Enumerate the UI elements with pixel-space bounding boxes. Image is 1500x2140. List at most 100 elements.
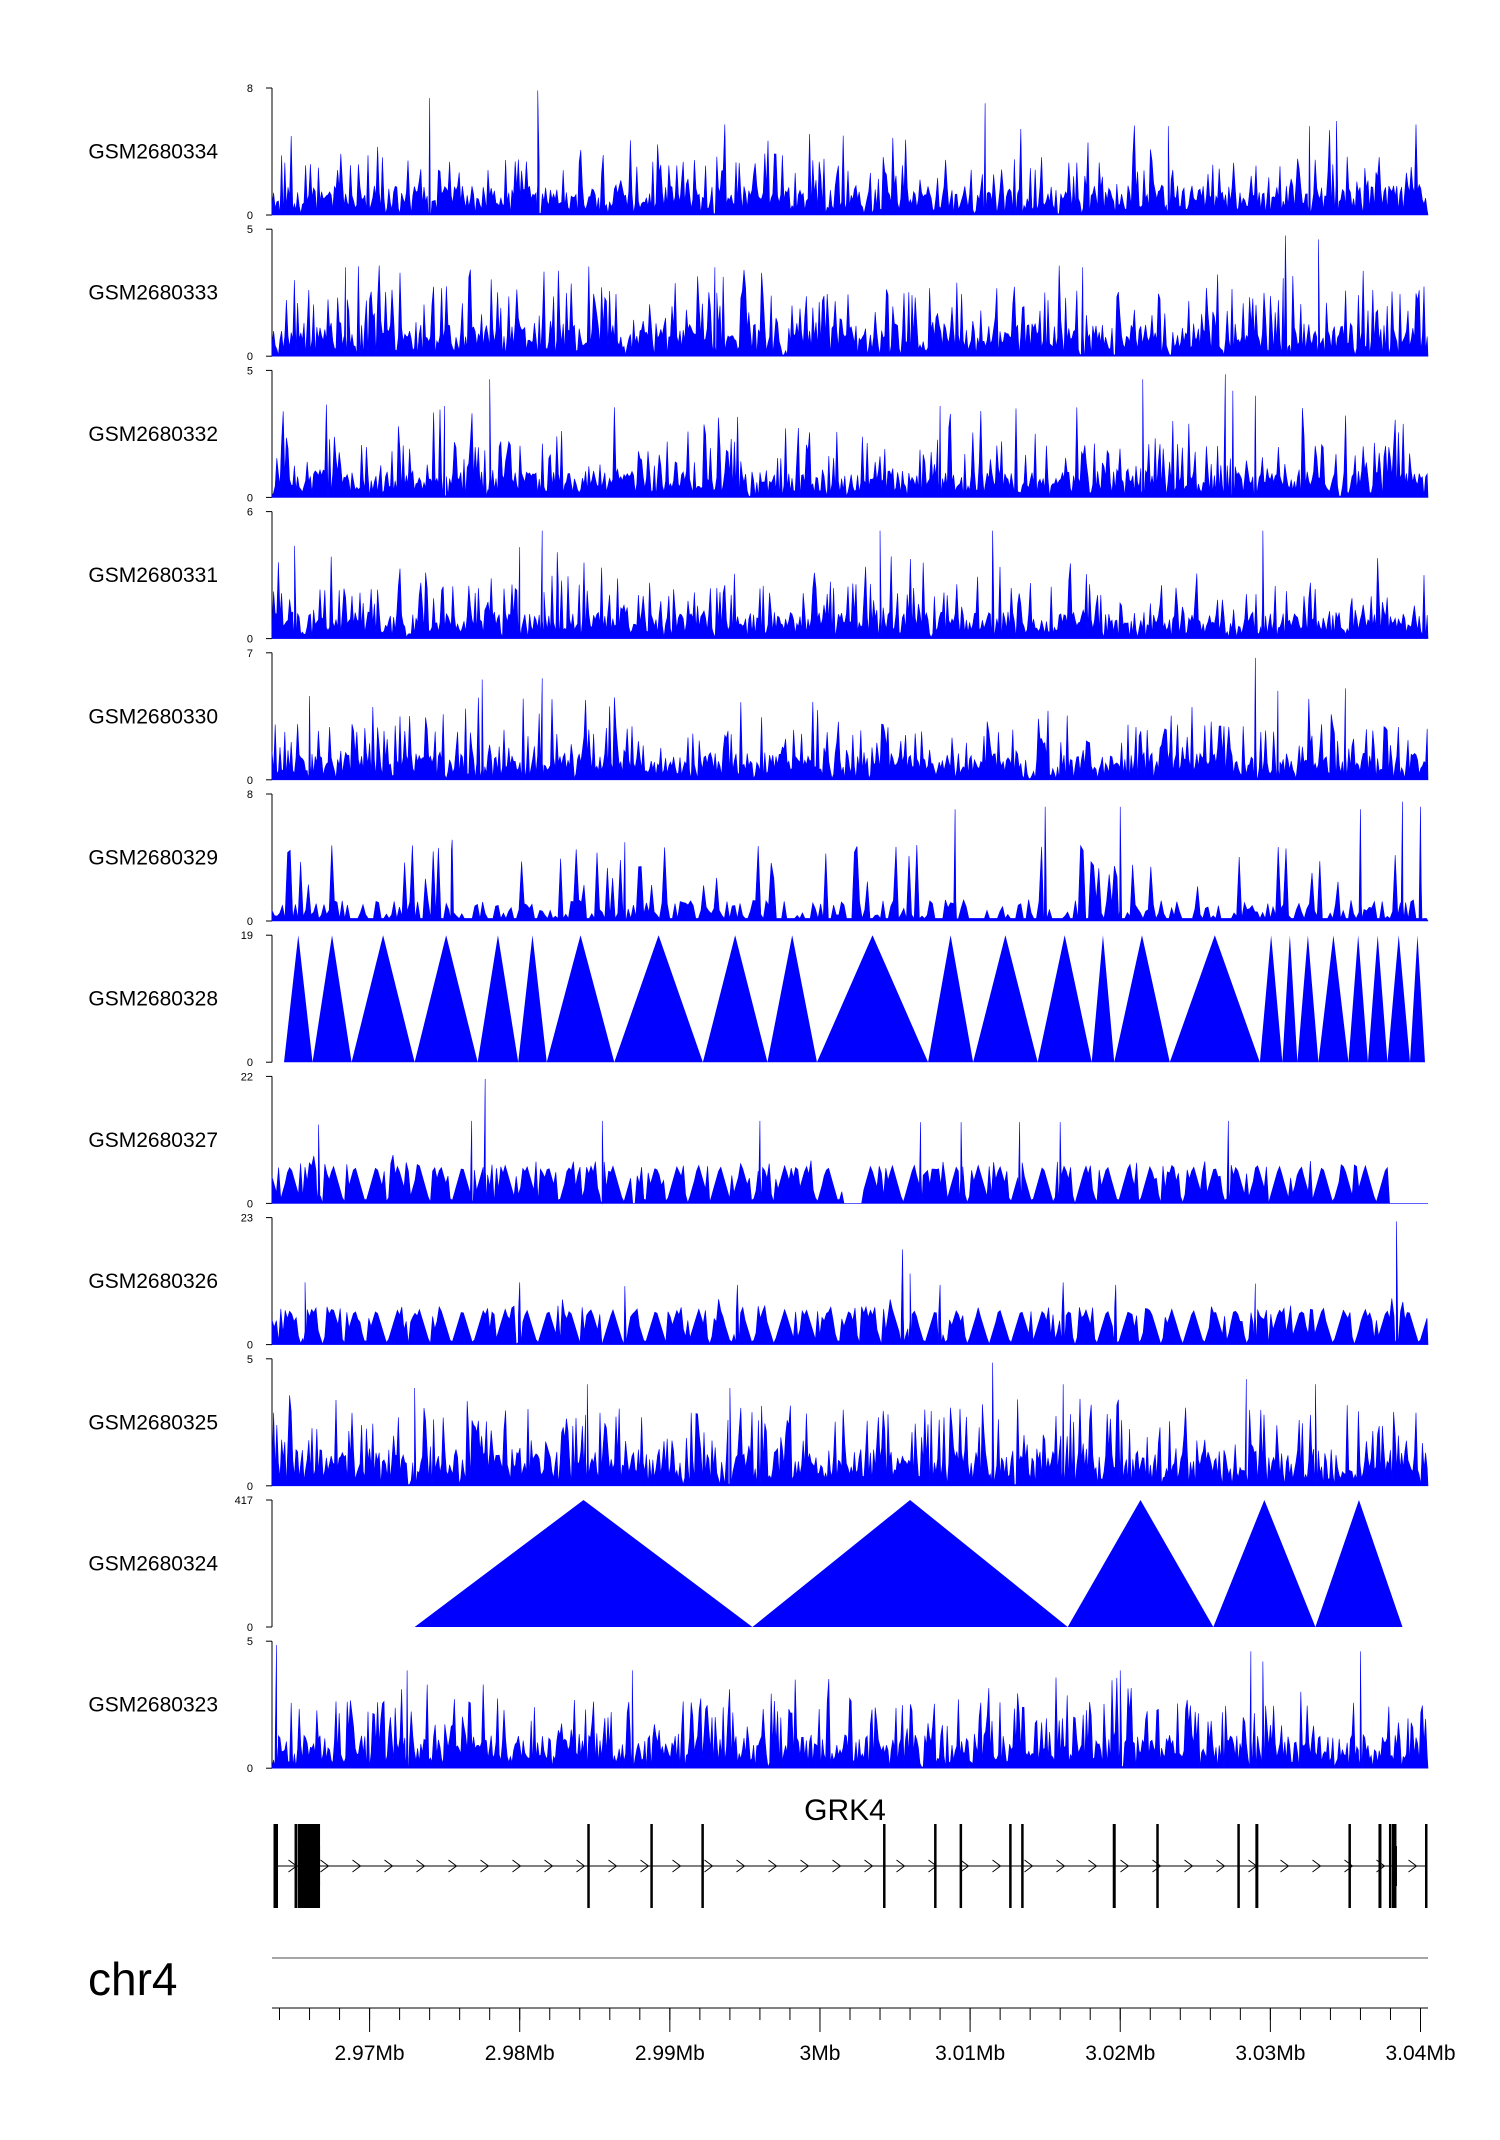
signal-area <box>271 90 1429 216</box>
gene-exon <box>587 1824 590 1908</box>
strand-arrow-icon <box>320 1859 330 1873</box>
strand-arrow-icon <box>896 1859 906 1873</box>
track-GSM2680327: GSM2680327 22 0 <box>88 1071 1428 1210</box>
y-tick-label-max: 5 <box>247 365 253 377</box>
gene-exon <box>1424 1824 1428 1908</box>
signal-peak <box>414 1500 753 1627</box>
y-tick-label-max: 6 <box>247 507 253 519</box>
signal-peak <box>1282 935 1298 1063</box>
gene-exon <box>1237 1824 1240 1908</box>
strand-arrow-icon <box>1280 1859 1290 1873</box>
strand-arrow-icon <box>1312 1859 1322 1873</box>
chromosome-label: chr4 <box>88 1953 177 2005</box>
gene-exon <box>934 1824 937 1908</box>
signal-peak <box>414 935 478 1063</box>
signal-peak <box>973 935 1038 1063</box>
signal-peak <box>1315 1500 1403 1627</box>
strand-arrow-icon <box>480 1859 490 1873</box>
gene-exon <box>1112 1824 1116 1908</box>
signal-area <box>271 374 1429 498</box>
signal-peak <box>1297 935 1319 1063</box>
signal-peak <box>1318 935 1349 1063</box>
signal-peak <box>1067 1500 1214 1627</box>
track-GSM2680326: GSM2680326 23 0 <box>88 1213 1429 1352</box>
axis-tick-label: 2.97Mb <box>335 2042 405 2065</box>
axis-tick-label: 2.99Mb <box>635 2042 705 2065</box>
signal-peak <box>477 935 519 1063</box>
signal-peak <box>1114 935 1170 1063</box>
gene-exon <box>959 1824 963 1908</box>
strand-arrow-icon <box>1120 1859 1130 1873</box>
gene-exon <box>294 1824 298 1908</box>
strand-arrow-icon <box>640 1859 650 1873</box>
track-label: GSM2680333 <box>88 282 218 305</box>
strand-arrow-icon <box>544 1859 554 1873</box>
signal-peak <box>284 935 313 1063</box>
strand-arrow-icon <box>1408 1859 1418 1873</box>
signal-peak <box>312 935 352 1063</box>
y-tick-label-max: 8 <box>247 83 253 95</box>
gene-exon <box>1009 1824 1012 1908</box>
strand-arrow-icon <box>960 1859 970 1873</box>
track-GSM2680334: GSM2680334 8 0 <box>88 83 1429 222</box>
signal-peak <box>1367 935 1388 1063</box>
signal-peak <box>1348 935 1368 1063</box>
y-tick-label-min: 0 <box>247 1057 253 1069</box>
track-label: GSM2680324 <box>88 1553 218 1576</box>
y-tick-label-max: 417 <box>235 1495 253 1507</box>
signal-peak <box>614 935 703 1063</box>
y-tick-label-min: 0 <box>247 210 253 222</box>
y-tick-label-min: 0 <box>247 1622 253 1634</box>
axis-tick-label: 3Mb <box>800 2042 841 2065</box>
y-tick-label-min: 0 <box>247 1763 253 1775</box>
strand-arrow-icon <box>832 1859 842 1873</box>
track-label: GSM2680327 <box>88 1129 218 1152</box>
gene-exon <box>273 1824 279 1908</box>
signal-area <box>271 1221 1429 1346</box>
strand-arrow-icon <box>384 1859 394 1873</box>
track-label: GSM2680331 <box>88 564 218 587</box>
signal-peak <box>928 935 974 1063</box>
axis-tick-label: 3.02Mb <box>1085 2042 1155 2065</box>
signal-peak <box>767 935 817 1063</box>
gene-exon <box>1156 1824 1159 1908</box>
axis-tick-label: 3.04Mb <box>1385 2042 1455 2065</box>
signal-peak <box>1387 935 1410 1063</box>
strand-arrow-icon <box>736 1859 746 1873</box>
signal-area <box>271 657 1429 781</box>
chromosome-track: chr4 <box>88 1953 1428 2005</box>
strand-arrow-icon <box>704 1859 714 1873</box>
y-tick-label-min: 0 <box>247 492 253 504</box>
y-tick-label-max: 5 <box>247 224 253 236</box>
track-label: GSM2680330 <box>88 705 218 728</box>
y-tick-label-max: 7 <box>247 648 253 660</box>
y-tick-label-max: 22 <box>241 1071 253 1083</box>
strand-arrow-icon <box>1056 1859 1066 1873</box>
track-label: GSM2680325 <box>88 1411 218 1434</box>
strand-arrow-icon <box>992 1859 1002 1873</box>
track-GSM2680333: GSM2680333 5 0 <box>88 224 1429 363</box>
track-GSM2680324: GSM2680324 417 0 <box>88 1495 1403 1634</box>
track-label: GSM2680334 <box>88 141 218 164</box>
track-label: GSM2680323 <box>88 1694 218 1717</box>
track-label: GSM2680328 <box>88 988 218 1011</box>
strand-arrow-icon <box>1344 1859 1354 1873</box>
track-GSM2680331: GSM2680331 6 0 <box>88 507 1429 646</box>
strand-arrow-icon <box>1088 1859 1098 1873</box>
axis-tick-label: 3.01Mb <box>935 2042 1005 2065</box>
track-GSM2680325: GSM2680325 5 0 <box>88 1354 1429 1493</box>
track-label: GSM2680329 <box>88 847 218 870</box>
gene-exon <box>1378 1824 1382 1908</box>
axis-tick-label: 2.98Mb <box>485 2042 555 2065</box>
coverage-tracks: GSM268033480GSM268033350GSM268033250GSM2… <box>88 83 1429 1775</box>
signal-area <box>271 1645 1429 1769</box>
signal-area <box>271 1078 1428 1205</box>
signal-area <box>271 1362 1429 1487</box>
y-tick-label-min: 0 <box>247 1198 253 1210</box>
gene-exon <box>1348 1824 1351 1908</box>
gene-coding-exon <box>1391 1846 1397 1886</box>
strand-arrow-icon <box>1216 1859 1226 1873</box>
gene-name-label: GRK4 <box>804 1794 886 1827</box>
strand-arrow-icon <box>416 1859 426 1873</box>
